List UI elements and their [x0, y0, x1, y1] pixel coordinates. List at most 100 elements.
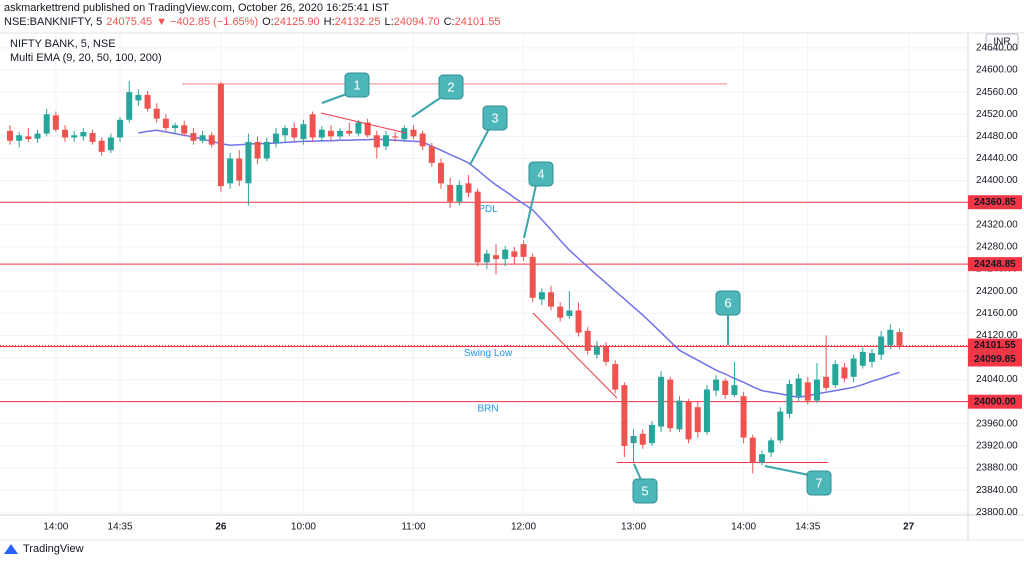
callout-box: [344, 72, 370, 98]
x-tick-label: 14:00: [43, 522, 68, 533]
candle-body: [456, 185, 463, 202]
candle-body: [731, 385, 738, 396]
candle-body: [658, 376, 665, 427]
candle-body: [107, 137, 114, 151]
candle-body: [71, 135, 78, 138]
ohlc-label: H:: [324, 16, 335, 28]
y-tick-label: 24200.00: [976, 286, 1018, 297]
candle-body: [300, 124, 307, 140]
candle-body: [703, 389, 710, 433]
y-tick-label: 24520.00: [976, 109, 1018, 120]
callout-box: [528, 161, 554, 187]
candle-body: [878, 336, 885, 355]
candle-body: [593, 346, 600, 355]
candle-body: [382, 135, 389, 147]
chart-title: NIFTY BANK, 5, NSE: [10, 38, 116, 50]
candle-body: [190, 133, 197, 141]
candle-body: [126, 92, 133, 120]
ohlc-value: 24125.90: [274, 16, 320, 28]
candle-body: [795, 378, 802, 397]
candle-body: [80, 131, 87, 137]
price-tag-label: 24248.85: [974, 259, 1016, 270]
price-tag: [968, 257, 1022, 272]
callout-box: [482, 105, 508, 131]
y-tick-label: 24400.00: [976, 175, 1018, 186]
candle-body: [162, 118, 169, 129]
callout-label: 1: [353, 77, 360, 92]
x-tick-label: 27: [903, 522, 915, 533]
y-tick-label: 24560.00: [976, 87, 1018, 98]
y-tick-label: 24440.00: [976, 153, 1018, 164]
candle-body: [813, 379, 820, 401]
footer-logo: TradingView: [4, 543, 84, 555]
candle-body: [584, 330, 591, 351]
candle-body: [520, 244, 527, 257]
candle-body: [694, 407, 701, 433]
candle-body: [43, 114, 50, 134]
y-tick-label: 23920.00: [976, 441, 1018, 452]
candle-body: [758, 454, 765, 463]
candle-body: [236, 158, 243, 181]
candle-body: [16, 135, 23, 141]
candle-body: [437, 162, 444, 184]
candle-body: [227, 158, 234, 184]
candle-body: [548, 292, 555, 307]
x-tick-label: 14:00: [731, 522, 756, 533]
candle-body: [612, 364, 619, 390]
candle-body: [410, 129, 417, 137]
candle-body: [172, 125, 179, 129]
x-tick-label: 11:00: [401, 522, 426, 533]
indicator-legend: Multi EMA (9, 20, 50, 100, 200): [10, 52, 162, 64]
candle-body: [768, 440, 775, 453]
price-tag: [968, 195, 1022, 210]
price-tag-label: 24000.00: [974, 396, 1016, 407]
callout-label: 7: [815, 475, 822, 490]
ohlc-label: C:: [444, 16, 455, 28]
currency: INR: [993, 37, 1010, 48]
callout-label: 3: [491, 110, 498, 125]
candle-body: [667, 379, 674, 429]
price-tag-label: 24360.85: [974, 197, 1016, 208]
y-tick-label: 24640.00: [976, 43, 1018, 54]
y-tick-label: 23800.00: [976, 507, 1018, 518]
callouts: 1 2 3 4 5 6 7: [344, 72, 832, 504]
candle-body: [309, 114, 316, 138]
y-tick-label: 24480.00: [976, 131, 1018, 142]
candle-body: [603, 346, 610, 362]
candle-body: [722, 380, 729, 396]
candle-body: [639, 433, 646, 445]
candle-body: [327, 130, 334, 137]
candle-body: [245, 141, 252, 184]
candle-body: [447, 185, 454, 202]
callout-box: [806, 470, 832, 496]
pointer: [469, 124, 492, 166]
ohlc-value: 24094.70: [394, 16, 440, 28]
price-tag-label: 24099.85: [974, 354, 1016, 365]
callout-label: 2: [447, 79, 454, 94]
candle-body: [557, 306, 564, 318]
change: ▼ −402.85 (−1.65%): [156, 16, 258, 28]
candle-body: [832, 364, 839, 386]
candle-body: [373, 135, 380, 148]
callout-label: 5: [641, 483, 648, 498]
ohlc-label: L:: [385, 16, 394, 28]
x-tick-label: 12:00: [511, 522, 536, 533]
candle-body: [62, 129, 69, 138]
candle-body: [7, 130, 13, 141]
candle-body: [621, 385, 628, 446]
y-tick-label: 24320.00: [976, 219, 1018, 230]
candle-body: [493, 255, 500, 260]
candle-body: [896, 332, 903, 346]
callout-label: 4: [537, 166, 544, 181]
candle-body: [685, 401, 692, 440]
candle-body: [740, 396, 747, 438]
candle-body: [364, 122, 371, 136]
y-tick-label: 24120.00: [976, 330, 1018, 341]
candle-body: [254, 141, 261, 159]
price-tag: [968, 394, 1022, 409]
callout-box: [632, 478, 658, 504]
candle-body: [291, 128, 298, 138]
candle-body: [511, 251, 518, 257]
